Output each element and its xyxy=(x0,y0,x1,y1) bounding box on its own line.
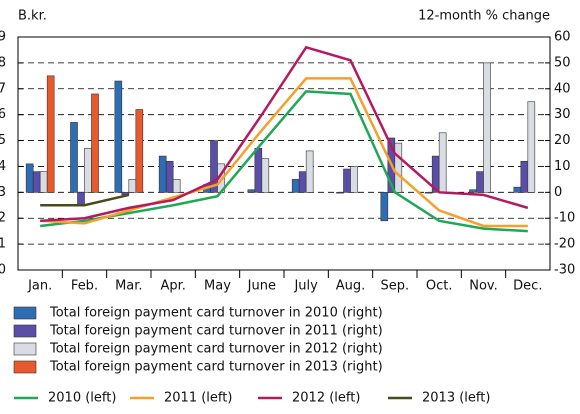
bar xyxy=(46,75,55,193)
legend-swatch xyxy=(13,324,37,338)
x-tick-label: Nov. xyxy=(469,279,498,294)
bar xyxy=(343,168,351,193)
bar xyxy=(135,109,144,193)
y-tick-label: 3 xyxy=(0,185,6,200)
bar xyxy=(254,148,263,193)
bar xyxy=(469,189,477,193)
x-tick-label: Apr. xyxy=(160,279,185,294)
y2-tick-label: -10 xyxy=(554,211,575,226)
bar xyxy=(91,93,99,193)
y2-tick-label: -30 xyxy=(554,263,575,278)
legend-label: 2012 (left) xyxy=(292,391,360,406)
bar xyxy=(380,192,389,222)
bar xyxy=(39,171,48,193)
bar xyxy=(128,179,137,193)
x-tick-label: Mar. xyxy=(115,279,142,294)
y2-tick-label: 50 xyxy=(554,55,571,70)
y2-tick-label: 0 xyxy=(554,185,562,200)
line xyxy=(40,90,528,233)
y2-axis-label: 12-month % change xyxy=(418,9,550,24)
bar xyxy=(32,171,41,193)
y2-tick-label: 30 xyxy=(554,107,571,122)
bar xyxy=(520,160,529,193)
x-tick-label: Dec. xyxy=(513,279,542,294)
bar xyxy=(247,189,256,193)
legend-label: Total foreign payment card turnover in 2… xyxy=(49,324,383,339)
line xyxy=(40,45,529,223)
x-tick-label: Sep. xyxy=(381,279,410,294)
bar xyxy=(84,148,92,193)
y-tick-label: 1 xyxy=(0,237,6,252)
y-tick-label: 4 xyxy=(0,159,6,174)
bar xyxy=(527,101,536,193)
bar xyxy=(25,163,34,193)
y-tick-label: 9 xyxy=(0,30,6,45)
bar xyxy=(70,122,78,193)
line xyxy=(40,77,528,228)
line xyxy=(40,193,130,207)
x-tick-label: June xyxy=(247,279,276,294)
x-tick-label: Feb. xyxy=(71,279,98,294)
bar xyxy=(336,192,344,194)
x-tick-label: Jan. xyxy=(27,279,52,294)
legend-label: 2013 (left) xyxy=(422,391,490,406)
bar xyxy=(114,80,123,193)
y2-tick-label: 10 xyxy=(554,159,571,174)
bar xyxy=(483,62,491,193)
legend-label: 2010 (left) xyxy=(48,391,116,406)
bar xyxy=(158,155,167,193)
y-tick-label: 2 xyxy=(0,211,6,226)
legend-label: 2011 (left) xyxy=(164,391,232,406)
bar xyxy=(298,171,307,193)
legend-swatch xyxy=(13,342,37,356)
bar xyxy=(513,186,522,193)
y-axis-label: B.kr. xyxy=(18,9,47,24)
bar xyxy=(165,160,174,193)
x-tick-label: May xyxy=(204,279,231,294)
bar xyxy=(424,192,433,194)
y2-tick-label: 60 xyxy=(554,30,571,45)
legend-label: Total foreign payment card turnover in 2… xyxy=(49,306,383,321)
y-tick-label: 6 xyxy=(0,107,6,122)
y-tick-label: 7 xyxy=(0,81,6,96)
bar xyxy=(438,132,447,193)
y2-tick-label: 20 xyxy=(554,133,571,148)
bar xyxy=(394,142,403,193)
y-tick-label: 5 xyxy=(0,133,6,148)
bar xyxy=(261,158,270,193)
legend-label: Total foreign payment card turnover in 2… xyxy=(49,342,383,357)
legend-label: Total foreign payment card turnover in 2… xyxy=(49,360,383,375)
y2-tick-label: -20 xyxy=(554,237,575,252)
y2-tick-label: 40 xyxy=(554,81,571,96)
bar xyxy=(305,150,314,193)
y-tick-label: 0 xyxy=(0,263,6,278)
y-tick-label: 8 xyxy=(0,55,6,70)
bar xyxy=(172,179,181,193)
legend-swatch xyxy=(13,306,37,320)
x-tick-label: July xyxy=(293,279,318,294)
x-tick-label: Oct. xyxy=(426,279,453,294)
bar xyxy=(350,166,358,193)
legend-swatch xyxy=(13,360,37,374)
x-tick-label: Aug. xyxy=(336,279,366,294)
bar xyxy=(77,192,85,206)
bar xyxy=(476,171,484,193)
bar xyxy=(291,179,300,193)
